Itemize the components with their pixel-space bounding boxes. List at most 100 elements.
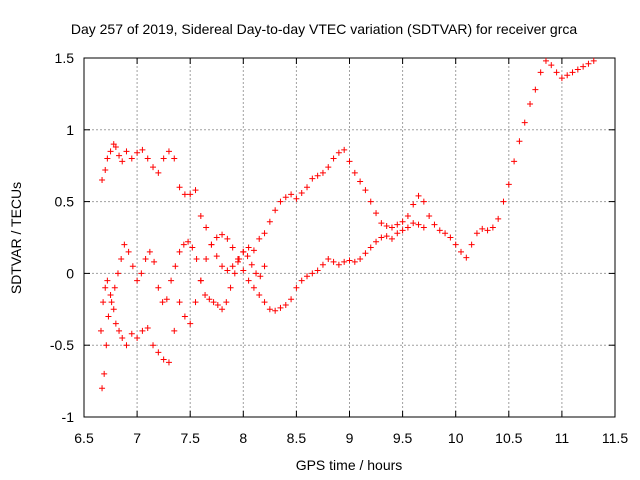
data-point bbox=[208, 241, 215, 248]
data-point bbox=[394, 230, 401, 237]
data-point bbox=[119, 158, 126, 165]
data-point bbox=[442, 230, 449, 237]
data-point bbox=[558, 75, 565, 82]
data-point bbox=[304, 184, 311, 191]
data-point bbox=[114, 270, 121, 277]
data-point bbox=[410, 220, 417, 227]
data-point bbox=[357, 178, 364, 185]
data-point bbox=[378, 220, 385, 227]
data-point bbox=[214, 301, 221, 308]
data-point bbox=[210, 299, 217, 306]
data-point bbox=[325, 256, 332, 263]
data-point bbox=[473, 230, 480, 237]
data-point bbox=[256, 291, 263, 298]
data-point bbox=[266, 306, 273, 313]
data-point bbox=[394, 221, 401, 228]
data-point bbox=[108, 299, 115, 306]
data-point bbox=[250, 284, 257, 291]
x-tick-label: 9 bbox=[346, 430, 354, 446]
data-point bbox=[309, 175, 316, 182]
data-point bbox=[192, 187, 199, 194]
x-tick-label: 7.5 bbox=[180, 430, 200, 446]
data-point bbox=[452, 241, 459, 248]
data-point bbox=[150, 164, 157, 171]
data-point bbox=[314, 267, 321, 274]
chart-title: Day 257 of 2019, Sidereal Day-to-day VTE… bbox=[71, 21, 577, 37]
data-point bbox=[189, 244, 196, 251]
data-point bbox=[569, 69, 576, 76]
data-point bbox=[516, 138, 523, 145]
data-point bbox=[505, 181, 512, 188]
data-point bbox=[231, 270, 238, 277]
data-point bbox=[346, 257, 353, 264]
data-point bbox=[373, 210, 380, 217]
data-point bbox=[104, 155, 111, 162]
x-tick-label: 6.5 bbox=[74, 430, 94, 446]
data-point bbox=[125, 248, 132, 255]
data-point bbox=[532, 86, 539, 93]
data-point bbox=[319, 261, 326, 268]
data-point bbox=[123, 148, 130, 155]
data-point bbox=[144, 155, 151, 162]
data-point bbox=[468, 241, 475, 248]
data-point bbox=[197, 277, 204, 284]
data-point bbox=[266, 218, 273, 225]
data-point bbox=[187, 191, 194, 198]
data-point bbox=[304, 273, 311, 280]
data-point bbox=[277, 304, 284, 311]
y-tick-label: -1 bbox=[62, 409, 75, 425]
data-point bbox=[314, 172, 321, 179]
data-point bbox=[224, 235, 231, 242]
data-point bbox=[240, 267, 247, 274]
y-tick-label: 0.5 bbox=[55, 194, 75, 210]
data-point bbox=[351, 258, 358, 265]
data-point bbox=[388, 224, 395, 231]
data-point bbox=[527, 100, 534, 107]
data-point bbox=[100, 299, 107, 306]
data-point bbox=[159, 299, 166, 306]
data-point bbox=[229, 263, 236, 270]
data-point bbox=[171, 155, 178, 162]
data-point bbox=[357, 256, 364, 263]
data-point bbox=[298, 277, 305, 284]
data-point bbox=[261, 299, 268, 306]
data-point bbox=[256, 235, 263, 242]
x-tick-label: 10.5 bbox=[495, 430, 522, 446]
data-point bbox=[181, 191, 188, 198]
data-point bbox=[107, 148, 114, 155]
x-tick-label: 9.5 bbox=[393, 430, 413, 446]
data-point bbox=[484, 227, 491, 234]
data-point bbox=[102, 167, 109, 174]
data-point bbox=[436, 227, 443, 234]
data-point bbox=[155, 349, 162, 356]
data-point bbox=[373, 238, 380, 245]
data-point bbox=[277, 198, 284, 205]
data-point bbox=[128, 330, 135, 337]
x-tick-label: 8 bbox=[239, 430, 247, 446]
data-point bbox=[458, 248, 465, 255]
data-point bbox=[155, 169, 162, 176]
data-point bbox=[362, 250, 369, 257]
data-point bbox=[118, 256, 125, 263]
data-points bbox=[97, 57, 597, 392]
data-point bbox=[426, 212, 433, 219]
data-point bbox=[99, 177, 106, 184]
data-point bbox=[203, 224, 210, 231]
data-point bbox=[144, 324, 151, 331]
data-point bbox=[176, 299, 183, 306]
data-point bbox=[99, 385, 106, 392]
data-point bbox=[378, 234, 385, 241]
x-axis-label: GPS time / hours bbox=[296, 457, 403, 473]
data-point bbox=[236, 256, 243, 263]
data-point bbox=[197, 212, 204, 219]
x-axis: 6.5 7 7.5 8 8.5 9 9.5 10 10.5 11 11.5 bbox=[74, 58, 628, 446]
data-point bbox=[129, 263, 136, 270]
data-point bbox=[193, 256, 200, 263]
y-tick-label: 1 bbox=[66, 122, 74, 138]
data-point bbox=[176, 184, 183, 191]
data-point bbox=[203, 256, 210, 263]
data-point bbox=[223, 299, 230, 306]
x-tick-label: 8.5 bbox=[287, 430, 307, 446]
data-point bbox=[116, 152, 123, 159]
